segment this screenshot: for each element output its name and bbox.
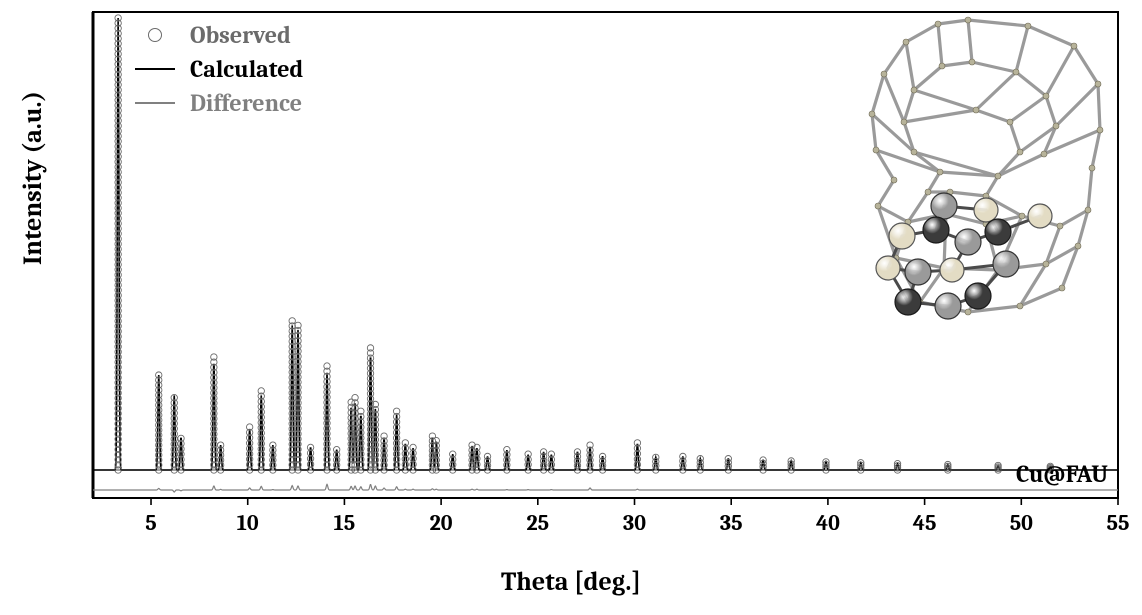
x-tick-label: 10 — [237, 510, 259, 536]
x-axis-label: Theta [deg.] — [0, 567, 1142, 597]
legend: Observed Calculated Difference — [132, 18, 303, 120]
legend-marker-calculated — [132, 68, 178, 70]
y-axis-label: Intensity (a.u.) — [18, 91, 48, 265]
x-tick-label: 5 — [145, 510, 156, 536]
inset-structure — [869, 17, 1103, 319]
legend-marker-difference — [132, 102, 178, 104]
legend-item-observed: Observed — [132, 18, 303, 52]
x-tick-label: 40 — [816, 510, 840, 536]
legend-marker-observed — [132, 28, 178, 42]
x-tick-label: 35 — [720, 510, 743, 536]
x-tick-label: 20 — [430, 510, 453, 536]
sample-label: Cu@FAU — [1016, 460, 1108, 488]
x-tick-label: 30 — [623, 510, 646, 536]
legend-item-calculated: Calculated — [132, 52, 303, 86]
legend-label-difference: Difference — [190, 89, 302, 117]
legend-label-observed: Observed — [190, 21, 291, 49]
x-tick-label: 15 — [334, 510, 356, 536]
legend-item-difference: Difference — [132, 86, 303, 120]
x-tick-label: 25 — [527, 510, 550, 536]
legend-label-calculated: Calculated — [190, 55, 303, 83]
x-tick-label: 55 — [1107, 510, 1130, 536]
x-tick-label: 50 — [1010, 510, 1033, 536]
x-tick-label: 45 — [913, 510, 937, 536]
series-difference — [93, 484, 1118, 492]
